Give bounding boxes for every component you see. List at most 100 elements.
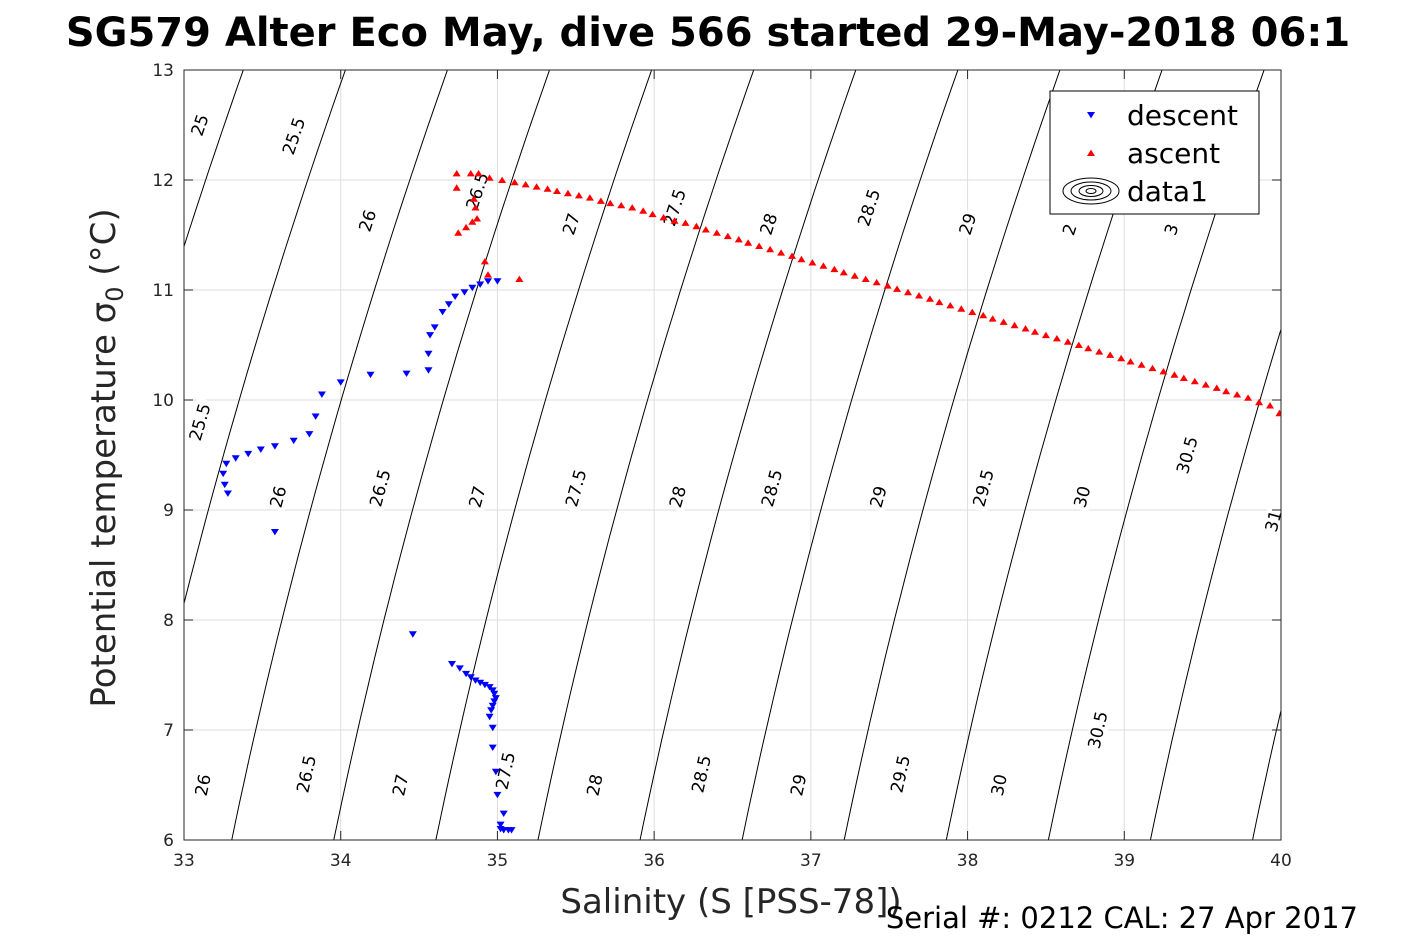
- ascent-point: [872, 278, 881, 286]
- ascent-point: [1275, 409, 1281, 417]
- descent-point: [488, 744, 497, 751]
- contour-label-group: 27: [465, 481, 491, 512]
- ascent-point: [701, 226, 710, 233]
- contour-label-group: 28: [583, 770, 608, 800]
- ascent-point: [1233, 391, 1242, 398]
- ascent-point: [979, 311, 988, 319]
- y-tick-label: 8: [163, 611, 174, 631]
- ascent-point: [585, 194, 594, 201]
- descent-point: [468, 284, 477, 292]
- descent-point: [447, 661, 456, 668]
- descent-point: [493, 791, 502, 799]
- legend-contour-ring: [1085, 188, 1097, 194]
- legend-box: [1049, 90, 1260, 215]
- density-contour-line: [741, 70, 959, 840]
- descent-point: [488, 687, 497, 694]
- descent-point: [244, 450, 253, 458]
- contour-label-group: 25.5: [277, 111, 311, 161]
- ascent-point: [485, 174, 494, 181]
- axes-box: [183, 69, 1282, 841]
- contour-label-bg: [886, 749, 915, 799]
- descent-point: [408, 631, 417, 638]
- contour-label-group: 26: [265, 481, 292, 512]
- ascent-point: [628, 204, 637, 211]
- ascent-point: [468, 218, 477, 225]
- legend-contour-ring: [1062, 177, 1120, 205]
- x-tick-label: 35: [487, 851, 509, 871]
- ascent-point: [498, 176, 507, 183]
- ascent-point: [471, 204, 480, 211]
- ascent-point: [968, 308, 977, 315]
- ascent-point: [510, 178, 519, 186]
- contour-label-group: 26: [354, 205, 381, 237]
- density-contour-line: [1252, 708, 1281, 840]
- ascent-point: [1021, 325, 1030, 332]
- descent-point: [430, 324, 439, 331]
- x-tick-label: 39: [1113, 851, 1135, 871]
- contour-label-group: 3: [1160, 219, 1183, 241]
- contour-label-group: 29: [866, 481, 892, 512]
- descent-point: [424, 350, 433, 358]
- ascent-point: [925, 295, 934, 302]
- descent-point: [487, 707, 496, 714]
- contour-label-bg: [277, 111, 311, 161]
- ascent-point: [744, 239, 753, 246]
- ascent-point: [606, 199, 615, 207]
- contour-label-bg: [558, 208, 585, 240]
- ascent-point: [543, 185, 552, 192]
- contour-label-bg: [687, 749, 716, 799]
- ascent-point: [552, 187, 561, 194]
- descent-point: [220, 481, 229, 489]
- descent-point: [484, 278, 493, 285]
- ascent-point: [1170, 371, 1179, 378]
- contour-label-group: 31: [1261, 506, 1287, 537]
- ascent-point: [766, 245, 775, 253]
- ascent-point: [670, 217, 679, 224]
- descent-point: [270, 529, 279, 536]
- ascent-point: [648, 210, 657, 218]
- ascent-point: [883, 282, 892, 289]
- descent-point: [222, 460, 231, 468]
- y-axis-label-unit-text: (°C): [84, 208, 124, 275]
- ascent-point: [1126, 358, 1135, 365]
- contour-label-bg: [1069, 481, 1096, 512]
- descent-point: [366, 371, 375, 379]
- contour-label-bg: [265, 481, 292, 512]
- contour-label-bg: [388, 770, 413, 800]
- legend-contour-ring: [1078, 185, 1104, 197]
- x-tick-label: 34: [330, 851, 352, 871]
- chart-title: SG579 Alter Eco May, dive 566 started 29…: [66, 10, 1350, 56]
- ascent-point: [999, 318, 1008, 325]
- descent-point: [493, 278, 502, 285]
- descent-point: [488, 724, 497, 732]
- contour-label-group: 30: [987, 770, 1012, 800]
- x-tick-label: 38: [957, 851, 979, 871]
- density-contour-line: [537, 70, 755, 840]
- density-contour-line: [184, 70, 346, 606]
- ascent-point: [1255, 398, 1264, 406]
- y-tick-label: 12: [152, 171, 174, 191]
- contour-label-bg: [583, 770, 608, 800]
- descent-point: [491, 768, 500, 776]
- contour-label: 26: [192, 773, 216, 798]
- ascent-point: [1222, 387, 1231, 395]
- ascent-point: [1030, 328, 1039, 335]
- contour-label-bg: [465, 481, 491, 512]
- contour-label-bg: [1058, 219, 1082, 241]
- ascent-point: [462, 223, 471, 231]
- data-series: [219, 170, 1281, 834]
- ascent-point: [617, 201, 626, 209]
- y-tick-label: 7: [163, 721, 174, 741]
- contour-label: 27: [389, 773, 413, 798]
- descent-point: [491, 695, 500, 702]
- ascent-point: [839, 269, 848, 276]
- descent-point: [311, 413, 320, 420]
- ascent-point: [521, 181, 530, 188]
- ascent-point: [946, 302, 955, 309]
- ascent-point: [484, 271, 493, 278]
- ascent-point: [574, 192, 583, 199]
- x-tick-label: 40: [1270, 851, 1292, 871]
- contour-label-bg: [1083, 705, 1113, 755]
- ascent-point: [469, 195, 478, 202]
- ascent-point: [1244, 394, 1253, 401]
